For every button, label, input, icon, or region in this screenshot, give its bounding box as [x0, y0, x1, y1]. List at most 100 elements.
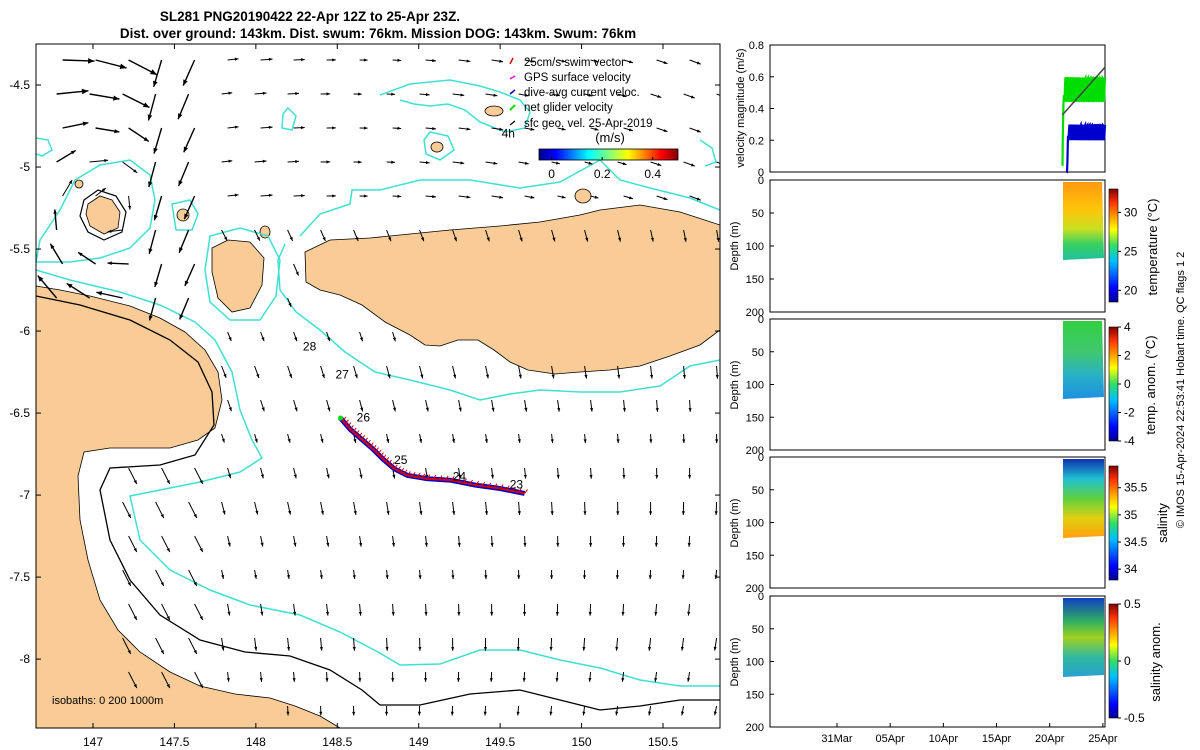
vector-head [289, 374, 292, 379]
vector-head [386, 438, 390, 443]
vector-head [256, 373, 260, 378]
vector-head [552, 237, 556, 242]
current-vector [716, 93, 720, 96]
current-vector [689, 59, 701, 65]
vector-head [663, 128, 668, 132]
current-vector [714, 501, 718, 516]
vector-head [460, 161, 465, 165]
vector-head [682, 439, 686, 444]
current-vector [227, 57, 239, 61]
vector-head [721, 543, 724, 547]
current-vector [128, 467, 138, 485]
vector-head [148, 315, 153, 321]
current-vector [584, 365, 588, 379]
temp-anomaly-colorbar-ticks: -4 -2 0 2 4 [1118, 320, 1135, 448]
current-vector [615, 637, 619, 651]
current-vector [153, 195, 163, 221]
vector-head [490, 474, 494, 479]
vector-head [254, 646, 258, 651]
vector-head [222, 510, 226, 515]
vector-head [319, 646, 323, 651]
cb-tick-label: -4 [1124, 434, 1135, 448]
vector-head [358, 92, 362, 96]
current-vector [557, 399, 561, 412]
current-vector [128, 603, 138, 621]
vector-head [588, 677, 592, 682]
swim-vector [385, 457, 390, 462]
vector-head [179, 247, 183, 253]
current-vector [522, 603, 527, 616]
map-xtick-label: 147.5 [159, 735, 189, 749]
date-tick-label: 10Apr [929, 733, 959, 745]
vector-shaft [716, 93, 720, 96]
current-vector [649, 433, 653, 444]
vector-head [133, 169, 138, 173]
depth-tick-label: 200 [746, 583, 764, 595]
vector-head [392, 337, 396, 342]
current-vector [95, 127, 120, 134]
vector-head [199, 480, 203, 485]
current-vector [254, 637, 258, 651]
current-vector [359, 194, 368, 198]
salinity-anomaly-colorbar-ticks: -0.5 0 0.5 [1118, 597, 1145, 725]
vector-shaft [721, 604, 722, 616]
current-vector [293, 399, 298, 412]
current-vector [589, 467, 593, 479]
current-vector [392, 399, 397, 412]
current-vector [656, 195, 668, 201]
cb-tick-label: 20 [1124, 283, 1138, 297]
vector-head [392, 407, 397, 412]
vector-head [421, 237, 424, 242]
vector-head [268, 57, 273, 61]
current-vector [352, 569, 356, 580]
legend-swim-vector: 25cm/s swim vector [524, 57, 625, 69]
current-vector [154, 263, 163, 288]
temp-anomaly-axis-ticks: 0 50 100 150 200 [746, 314, 774, 457]
map-colorbar-unit: (m/s) [595, 130, 625, 145]
vector-head [723, 163, 727, 166]
vector-head [326, 474, 330, 479]
vector-shaft [723, 264, 725, 276]
depth-tick-label: 0 [758, 175, 764, 187]
current-vector [391, 603, 395, 616]
depth-tick-label: 200 [746, 307, 764, 319]
current-vector [557, 195, 566, 199]
current-vector [227, 125, 239, 129]
vector-head [148, 248, 153, 254]
current-vector [320, 160, 331, 164]
current-vector [484, 433, 488, 444]
swim-vector [342, 416, 347, 422]
cb-tick-label: 34 [1124, 562, 1138, 576]
vector-head [696, 197, 701, 201]
current-vector [184, 263, 196, 287]
current-vector [456, 671, 461, 682]
current-vector [622, 467, 626, 479]
vector-head [420, 374, 424, 379]
vector-head [551, 374, 555, 379]
current-vector [359, 331, 364, 342]
vector-head [728, 61, 732, 64]
current-vector [62, 58, 95, 64]
depth-tick-label: 150 [746, 274, 764, 286]
current-vector [287, 365, 293, 379]
vector-head [327, 407, 331, 412]
vector-head [524, 93, 529, 97]
vector-head [166, 548, 170, 553]
vector-head [114, 129, 120, 134]
isobath-200-mainland [36, 269, 720, 687]
current-vector [260, 331, 265, 342]
vector-head [450, 711, 454, 716]
vector-head [621, 611, 625, 616]
current-vector [617, 365, 621, 379]
current-vector [425, 195, 436, 199]
land-islet-4 [430, 141, 444, 153]
date-tick-label: 20Apr [1035, 733, 1065, 745]
vector-head [327, 337, 331, 342]
current-vector [221, 433, 225, 443]
current-vector [221, 637, 225, 651]
current-vector [66, 282, 90, 299]
vector-head [556, 474, 560, 479]
vector-head [682, 374, 686, 379]
vector-head [687, 677, 691, 682]
vector-head [261, 337, 265, 342]
